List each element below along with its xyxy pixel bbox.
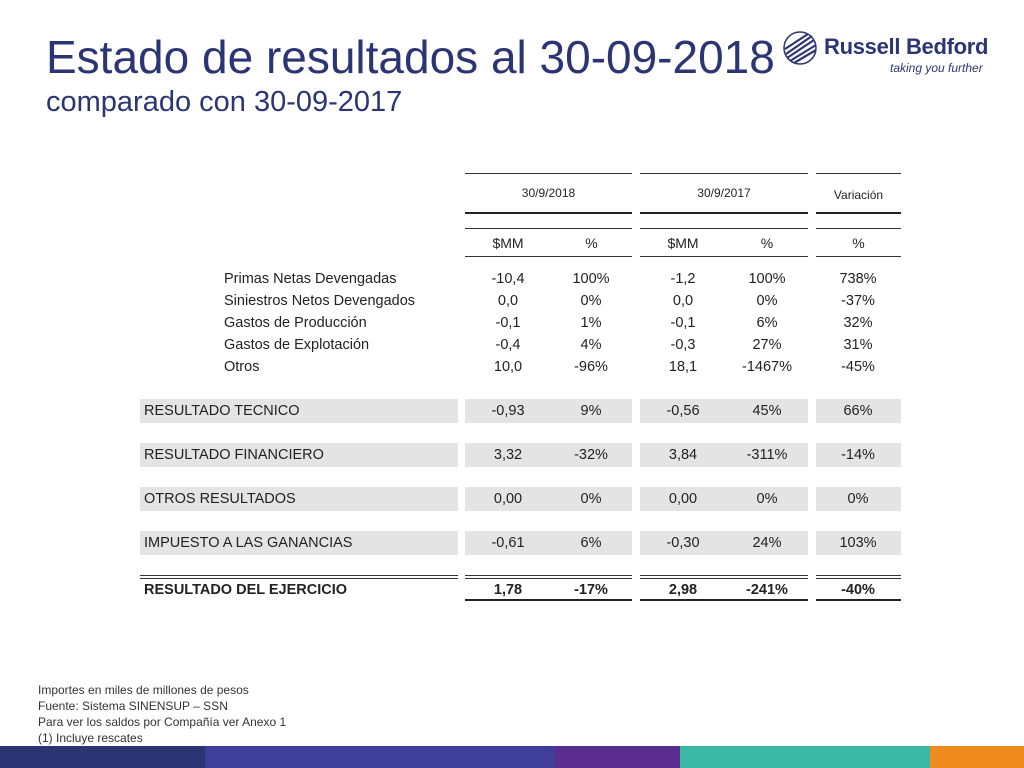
summary-row-value: -0,93 [491, 403, 525, 419]
page-title: Estado de resultados al 30-09-2018 [46, 31, 775, 83]
logo-name: Russell Bedford [824, 34, 989, 59]
summary-row-value: 103% [839, 535, 877, 551]
logo-tagline: taking you further [890, 61, 983, 75]
period-header-2017: 30/9/2017 [697, 186, 751, 200]
detail-row-label: Siniestros Netos Devengados [224, 293, 416, 309]
total-row-value: 2,98 [668, 582, 698, 598]
detail-row-value: -10,4 [491, 271, 525, 287]
summary-row-label: RESULTADO FINANCIERO [144, 447, 324, 463]
footer-segment [205, 746, 555, 768]
detail-row-value: 18,1 [668, 359, 698, 375]
summary-row-label: RESULTADO TECNICO [144, 403, 300, 419]
summary-row-value: -0,56 [666, 403, 700, 419]
russell-bedford-logo: Russell Bedford taking you further [782, 30, 989, 80]
detail-row-value: -1467% [742, 359, 792, 375]
detail-row-value: -45% [841, 359, 875, 375]
footnotes: Importes en miles de millones de pesos F… [38, 682, 286, 746]
summary-row-value: -32% [574, 447, 608, 463]
detail-row-label: Primas Netas Devengadas [224, 271, 397, 287]
detail-row-value: 0,0 [672, 293, 694, 309]
summary-row-value: 66% [843, 403, 873, 419]
summary-row-value: -0,61 [491, 535, 525, 551]
column-header-pct-variation: % [852, 235, 865, 251]
detail-row-value: 0% [580, 293, 602, 309]
column-header-pct-2017: % [760, 235, 774, 251]
footer-segment [555, 746, 680, 768]
column-header-pct-2018: % [585, 235, 598, 251]
detail-row-value: -37% [841, 293, 875, 309]
period-header-2018: 30/9/2018 [521, 186, 576, 200]
detail-row-value: 31% [843, 337, 873, 353]
detail-row-value: 100% [572, 271, 610, 287]
footnote-units: Importes en miles de millones de pesos [38, 683, 249, 697]
summary-row-value: 24% [752, 535, 782, 551]
total-row-value: 1,78 [493, 582, 523, 598]
detail-row-label: Gastos de Explotación [224, 337, 370, 353]
summary-row-value: 6% [580, 535, 602, 551]
detail-row-value: 738% [839, 271, 877, 287]
detail-row-value: 10,0 [493, 359, 523, 375]
page-subtitle: comparado con 30-09-2017 [46, 86, 403, 118]
summary-row-value: 0,00 [668, 491, 698, 507]
total-row-label: RESULTADO DEL EJERCICIO [144, 582, 348, 598]
footer-segment [0, 746, 205, 768]
footer-segment [930, 746, 1024, 768]
detail-row-value: 6% [756, 315, 778, 331]
detail-row-value: 100% [748, 271, 786, 287]
summary-row-value: 9% [580, 403, 602, 419]
footnote-source: Fuente: Sistema SINENSUP – SSN [38, 699, 228, 713]
detail-row-value: 0% [756, 293, 778, 309]
footer-segment [680, 746, 930, 768]
detail-row-value: -0,3 [670, 337, 696, 353]
summary-row-label: OTROS RESULTADOS [144, 491, 296, 507]
detail-row-value: -0,1 [670, 315, 696, 331]
summary-row-value: 3,32 [493, 447, 523, 463]
detail-row-value: 1% [580, 315, 602, 331]
detail-row-value: -0,4 [495, 337, 521, 353]
summary-row-value: 0% [580, 491, 602, 507]
column-header-mm-2017: $MM [667, 235, 699, 251]
total-row-value: -241% [746, 582, 788, 598]
summary-row-value: -0,30 [666, 535, 700, 551]
summary-row-value: 3,84 [668, 447, 698, 463]
summary-row-label: IMPUESTO A LAS GANANCIAS [144, 535, 353, 551]
detail-row-value: 4% [580, 337, 602, 353]
column-header-mm-2018: $MM [492, 235, 524, 251]
summary-row-value: 45% [752, 403, 782, 419]
summary-row-value: 0% [756, 491, 778, 507]
period-header-variation: Variación [833, 188, 884, 202]
total-row-value: -17% [574, 582, 608, 598]
detail-row-label: Otros [224, 359, 260, 375]
globe-icon [783, 31, 817, 65]
summary-row-value: -14% [841, 447, 875, 463]
detail-row-value: -1,2 [670, 271, 696, 287]
footnote-annex: Para ver los saldos por Compañía ver Ane… [38, 715, 287, 729]
detail-row-value: -96% [574, 359, 608, 375]
summary-row-value: 0% [847, 491, 869, 507]
detail-row-value: 27% [752, 337, 782, 353]
total-row-value: -40% [841, 582, 875, 598]
detail-row-value: 0,0 [497, 293, 519, 309]
detail-row-label: Gastos de Producción [224, 315, 367, 331]
detail-row-value: -0,1 [495, 315, 521, 331]
footnote-rescates: (1) Incluye rescates [38, 731, 143, 745]
summary-row-value: -311% [746, 447, 788, 463]
summary-row-value: 0,00 [493, 491, 523, 507]
detail-row-value: 32% [843, 315, 873, 331]
